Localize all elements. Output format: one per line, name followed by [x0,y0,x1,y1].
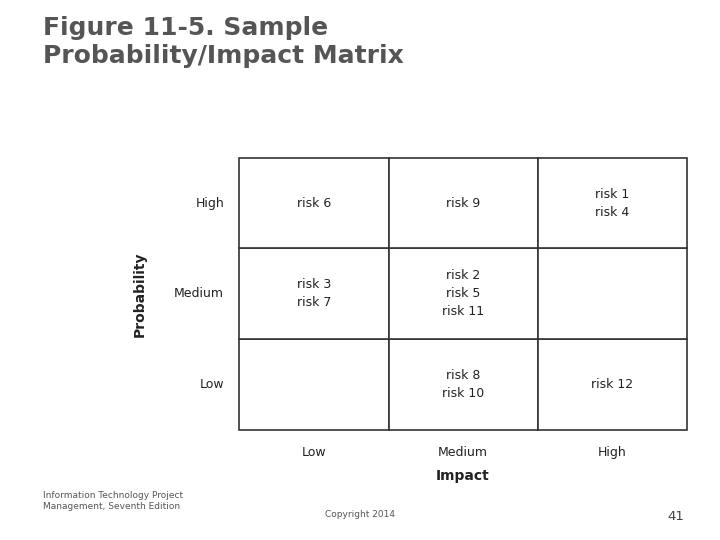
Text: Copyright 2014: Copyright 2014 [325,510,395,519]
Bar [239,158,389,248]
Text: Information Technology Project
Management, Seventh Edition: Information Technology Project Managemen… [43,491,184,511]
Text: Figure 11-5. Sample
Probability/Impact Matrix: Figure 11-5. Sample Probability/Impact M… [43,16,404,68]
Bar [389,158,538,248]
Text: risk 6: risk 6 [297,197,331,210]
Text: risk 9: risk 9 [446,197,480,210]
Text: Medium: Medium [174,287,224,300]
Text: risk 1
risk 4: risk 1 risk 4 [595,187,629,219]
Text: risk 3
risk 7: risk 3 risk 7 [297,278,331,309]
Bar [389,248,538,339]
Text: Impact: Impact [436,469,490,483]
Text: High: High [598,446,626,459]
Text: risk 12: risk 12 [591,378,634,391]
Text: Probability: Probability [132,251,147,336]
Text: risk 8
risk 10: risk 8 risk 10 [442,369,485,400]
Text: risk 2
risk 5
risk 11: risk 2 risk 5 risk 11 [442,269,484,318]
Text: Low: Low [199,378,224,391]
Text: Low: Low [302,446,326,459]
Bar [389,339,538,430]
Bar [239,248,389,339]
Text: 41: 41 [667,510,684,523]
Bar [239,339,389,430]
Bar [538,339,687,430]
Text: High: High [195,197,224,210]
Text: Medium: Medium [438,446,488,459]
Bar [538,158,687,248]
Bar [538,248,687,339]
